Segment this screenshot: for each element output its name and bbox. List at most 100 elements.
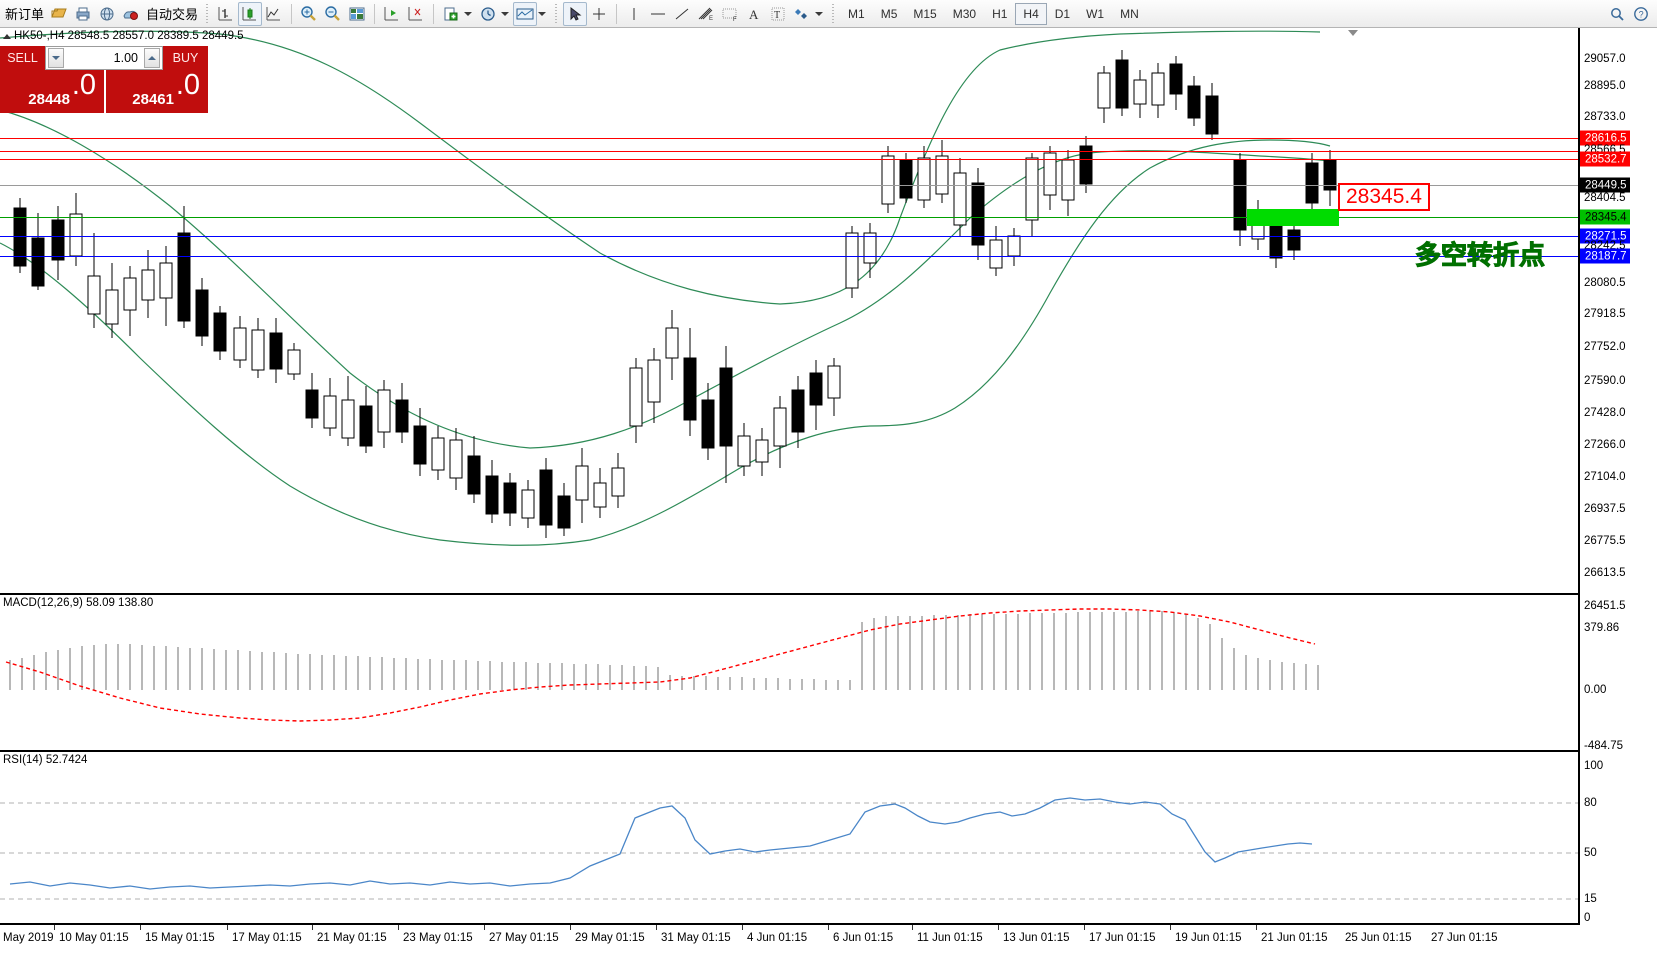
- volume-value[interactable]: 1.00: [113, 51, 138, 65]
- horizontal-line-icon[interactable]: [646, 2, 670, 26]
- svg-text:E: E: [709, 16, 713, 22]
- search-icon[interactable]: [1605, 2, 1629, 26]
- sell-price-decimal: .0: [71, 69, 96, 101]
- time-axis: May 2019 10 May 01:15 15 May 01:15 17 Ma…: [0, 925, 1578, 953]
- one-click-trading-panel[interactable]: SELL 1.00 BUY .0 28448 .0 28461: [0, 46, 208, 113]
- rsi-ytick-0: 0: [1584, 912, 1591, 924]
- rsi-ytick-80: 80: [1584, 797, 1597, 809]
- price-label-28345[interactable]: 28345.4: [1580, 209, 1630, 225]
- symbol-expand-icon[interactable]: [3, 34, 11, 39]
- indicators-icon[interactable]: [404, 2, 428, 26]
- price-line-28616[interactable]: [0, 138, 1578, 139]
- templates-icon[interactable]: [439, 2, 463, 26]
- ytick-29057: 29057.0: [1584, 53, 1626, 65]
- chart-scroll-handle[interactable]: [1348, 30, 1358, 36]
- printer-icon[interactable]: [71, 2, 95, 26]
- rsi-pane-plot: [0, 797, 1578, 900]
- timeframe-d1[interactable]: D1: [1054, 6, 1071, 21]
- volume-decrement-button[interactable]: [48, 48, 64, 68]
- price-line-28187-blue[interactable]: [0, 256, 1578, 257]
- price-label-28271[interactable]: 28271.5: [1580, 228, 1630, 244]
- timeframe-h1[interactable]: H1: [992, 6, 1008, 21]
- timeframe-h4[interactable]: H4: [1015, 2, 1047, 25]
- toolbar-grip-1[interactable]: [205, 3, 211, 24]
- timeframe-m30[interactable]: M30: [952, 6, 977, 21]
- properties-dropdown-arrow[interactable]: [538, 11, 547, 16]
- globe-icon[interactable]: [95, 2, 119, 26]
- xtick-4: 21 May 01:15: [317, 932, 387, 944]
- ytick-27590: 27590.0: [1584, 375, 1626, 387]
- ytick-28080: 28080.5: [1584, 277, 1626, 289]
- properties-icon[interactable]: [513, 1, 538, 26]
- volume-increment-button[interactable]: [144, 48, 160, 68]
- fibonacci-icon[interactable]: E: [694, 2, 718, 26]
- candle-chart-icon[interactable]: [238, 1, 263, 26]
- periods-dropdown-arrow[interactable]: [501, 11, 510, 16]
- sell-price-cell[interactable]: .0 28448: [0, 70, 104, 113]
- crosshair-icon[interactable]: [587, 2, 611, 26]
- timeframe-m1[interactable]: M1: [848, 6, 865, 21]
- timeframe-m5[interactable]: M5: [880, 6, 898, 21]
- price-line-28532[interactable]: [0, 159, 1578, 160]
- chart-area[interactable]: 28345.4 多空转折点 29057.0 28895.0 28733.0 28…: [0, 28, 1657, 953]
- channel-icon[interactable]: F: [718, 2, 742, 26]
- xtick-15: 21 Jun 01:15: [1261, 932, 1328, 944]
- line-chart-icon[interactable]: [262, 2, 286, 26]
- xtick-9: 4 Jun 01:15: [747, 932, 808, 944]
- toolbar-separator-2: [374, 3, 376, 24]
- xtick-8: 31 May 01:15: [661, 932, 731, 944]
- ytick-27104: 27104.0: [1584, 471, 1626, 483]
- xtick-6: 27 May 01:15: [489, 932, 559, 944]
- price-label-28532[interactable]: 28532.7: [1580, 151, 1630, 167]
- volume-input[interactable]: 1.00: [45, 46, 163, 70]
- periods-icon[interactable]: [476, 2, 500, 26]
- toolbar-separator-4: [616, 3, 618, 24]
- autotrade-button[interactable]: 自动交易: [143, 1, 201, 27]
- price-pane-plot: [0, 30, 1337, 546]
- toolbar-separator-3: [433, 3, 435, 24]
- price-line-28449-current: [0, 185, 1578, 186]
- folder-icon[interactable]: [47, 2, 71, 26]
- xtick-11: 11 Jun 01:15: [917, 932, 983, 944]
- timeframe-mn[interactable]: MN: [1120, 6, 1139, 21]
- templates-dropdown-arrow[interactable]: [464, 11, 473, 16]
- timeframe-w1[interactable]: W1: [1086, 6, 1105, 21]
- rsi-title: RSI(14) 52.7424: [3, 754, 88, 766]
- shapes-dropdown-arrow[interactable]: [815, 11, 824, 16]
- autotrade-icon[interactable]: [119, 2, 143, 26]
- buy-price-integer: 28461: [132, 91, 174, 108]
- tile-windows-icon[interactable]: [345, 2, 369, 26]
- toolbar-grip-2[interactable]: [554, 3, 560, 24]
- new-order-button[interactable]: 新订单: [2, 1, 47, 27]
- xtick-14: 19 Jun 01:15: [1175, 932, 1242, 944]
- price-line-28566[interactable]: [0, 151, 1578, 152]
- data-window-icon[interactable]: [380, 2, 404, 26]
- price-label-28187[interactable]: 28187.7: [1580, 248, 1630, 264]
- highlight-block: [1247, 209, 1339, 226]
- ytick-27752: 27752.0: [1584, 341, 1626, 353]
- toolbar-grip-3[interactable]: [831, 3, 837, 24]
- zoom-out-icon[interactable]: [321, 2, 345, 26]
- sell-button[interactable]: SELL: [0, 46, 45, 70]
- xtick-10: 6 Jun 01:15: [833, 932, 894, 944]
- trade-panel-controls: SELL 1.00 BUY: [0, 46, 208, 70]
- pointer-icon[interactable]: [563, 1, 588, 26]
- text-icon[interactable]: A: [742, 2, 766, 26]
- zoom-in-icon[interactable]: [297, 2, 321, 26]
- trade-panel-prices: .0 28448 .0 28461: [0, 70, 208, 113]
- price-label-28616[interactable]: 28616.5: [1580, 130, 1630, 146]
- buy-button[interactable]: BUY: [163, 46, 208, 70]
- xtick-2: 15 May 01:15: [145, 932, 215, 944]
- timeframe-m15[interactable]: M15: [913, 6, 937, 21]
- label-icon[interactable]: T: [766, 2, 790, 26]
- help-icon[interactable]: ?: [1629, 2, 1653, 26]
- chevron-down-icon: [52, 56, 60, 60]
- bar-chart-icon[interactable]: [214, 2, 238, 26]
- price-line-28271-blue[interactable]: [0, 236, 1578, 237]
- shapes-icon[interactable]: [790, 2, 814, 26]
- buy-price-cell[interactable]: .0 28461: [104, 70, 208, 113]
- price-line-28345-green[interactable]: [0, 217, 1578, 218]
- vertical-line-icon[interactable]: [622, 2, 646, 26]
- ytick-26451: 26451.5: [1584, 600, 1626, 612]
- trendline-icon[interactable]: [670, 2, 694, 26]
